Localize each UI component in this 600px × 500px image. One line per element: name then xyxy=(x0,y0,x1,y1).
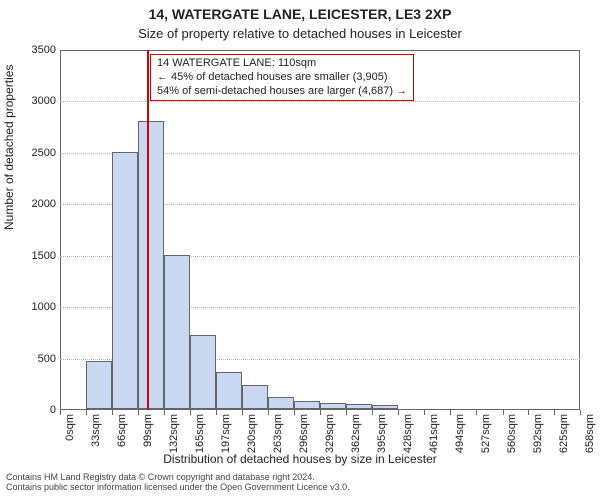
histogram-bar xyxy=(294,401,320,409)
y-tick-label: 1000 xyxy=(32,301,56,313)
x-tick-label: 132sqm xyxy=(168,414,180,453)
x-tick-label: 625sqm xyxy=(558,414,570,453)
y-tick-label: 2000 xyxy=(32,198,56,210)
x-tick xyxy=(398,410,399,415)
marker-line xyxy=(147,50,149,410)
x-tick-label: 560sqm xyxy=(507,414,519,453)
x-tick-label: 296sqm xyxy=(298,414,310,453)
x-tick xyxy=(86,410,87,415)
x-tick-label: 527sqm xyxy=(480,414,492,453)
x-tick-label: 362sqm xyxy=(350,414,362,453)
x-tick-label: 33sqm xyxy=(90,414,102,447)
x-tick-label: 99sqm xyxy=(142,414,154,447)
x-tick-label: 197sqm xyxy=(220,414,232,453)
histogram-bar xyxy=(216,372,242,409)
x-tick xyxy=(60,410,61,415)
x-tick-label: 494sqm xyxy=(454,414,466,453)
footer-line-1: Contains HM Land Registry data © Crown c… xyxy=(6,472,350,482)
page-title: 14, WATERGATE LANE, LEICESTER, LE3 2XP xyxy=(0,6,600,22)
page-subtitle: Size of property relative to detached ho… xyxy=(0,26,600,41)
y-tick-label: 3500 xyxy=(32,44,56,56)
x-tick xyxy=(450,410,451,415)
x-tick xyxy=(112,410,113,415)
histogram-bar xyxy=(346,404,372,409)
x-tick xyxy=(242,410,243,415)
y-tick-label: 0 xyxy=(50,404,56,416)
histogram-bar xyxy=(190,335,215,409)
histogram-bar xyxy=(242,385,268,409)
x-tick-label: 230sqm xyxy=(246,414,258,453)
info-box-line: ← 45% of detached houses are smaller (3,… xyxy=(157,71,407,85)
histogram-bar xyxy=(112,152,138,409)
histogram-bar xyxy=(372,405,398,409)
x-tick xyxy=(503,410,504,415)
x-tick xyxy=(320,410,321,415)
x-tick xyxy=(554,410,555,415)
info-box: 14 WATERGATE LANE: 110sqm← 45% of detach… xyxy=(150,54,414,101)
x-tick xyxy=(476,410,477,415)
x-tick-label: 461sqm xyxy=(428,414,440,453)
gridline xyxy=(60,101,580,102)
x-tick-label: 658sqm xyxy=(584,414,596,453)
x-tick xyxy=(294,410,295,415)
x-tick xyxy=(372,410,373,415)
x-tick xyxy=(528,410,529,415)
x-tick xyxy=(190,410,191,415)
histogram-bar xyxy=(268,397,294,409)
histogram-bar xyxy=(86,361,112,409)
footer: Contains HM Land Registry data © Crown c… xyxy=(6,472,350,493)
y-tick-label: 3000 xyxy=(32,95,56,107)
y-axis-label: Number of detached properties xyxy=(2,65,16,230)
x-tick-label: 165sqm xyxy=(194,414,206,453)
x-tick-label: 329sqm xyxy=(324,414,336,453)
x-axis-label: Distribution of detached houses by size … xyxy=(0,452,600,466)
x-tick-label: 395sqm xyxy=(376,414,388,453)
x-tick-label: 0sqm xyxy=(64,414,76,441)
x-tick xyxy=(346,410,347,415)
histogram-bar xyxy=(164,255,190,409)
y-tick-label: 2500 xyxy=(32,147,56,159)
x-tick xyxy=(580,410,581,415)
x-tick xyxy=(164,410,165,415)
chart-area: 05001000150020002500300035000sqm33sqm66s… xyxy=(60,50,580,410)
y-tick-label: 1500 xyxy=(32,250,56,262)
histogram-bar xyxy=(320,403,346,409)
histogram-bar xyxy=(138,121,164,409)
x-tick-label: 66sqm xyxy=(116,414,128,447)
x-tick-label: 263sqm xyxy=(272,414,284,453)
x-tick xyxy=(138,410,139,415)
x-tick-label: 592sqm xyxy=(532,414,544,453)
y-tick-label: 500 xyxy=(38,353,56,365)
info-box-line: 14 WATERGATE LANE: 110sqm xyxy=(157,57,407,71)
x-tick xyxy=(216,410,217,415)
x-tick xyxy=(424,410,425,415)
info-box-line: 54% of semi-detached houses are larger (… xyxy=(157,85,407,99)
footer-line-2: Contains public sector information licen… xyxy=(6,482,350,492)
x-tick xyxy=(268,410,269,415)
x-tick-label: 428sqm xyxy=(402,414,414,453)
